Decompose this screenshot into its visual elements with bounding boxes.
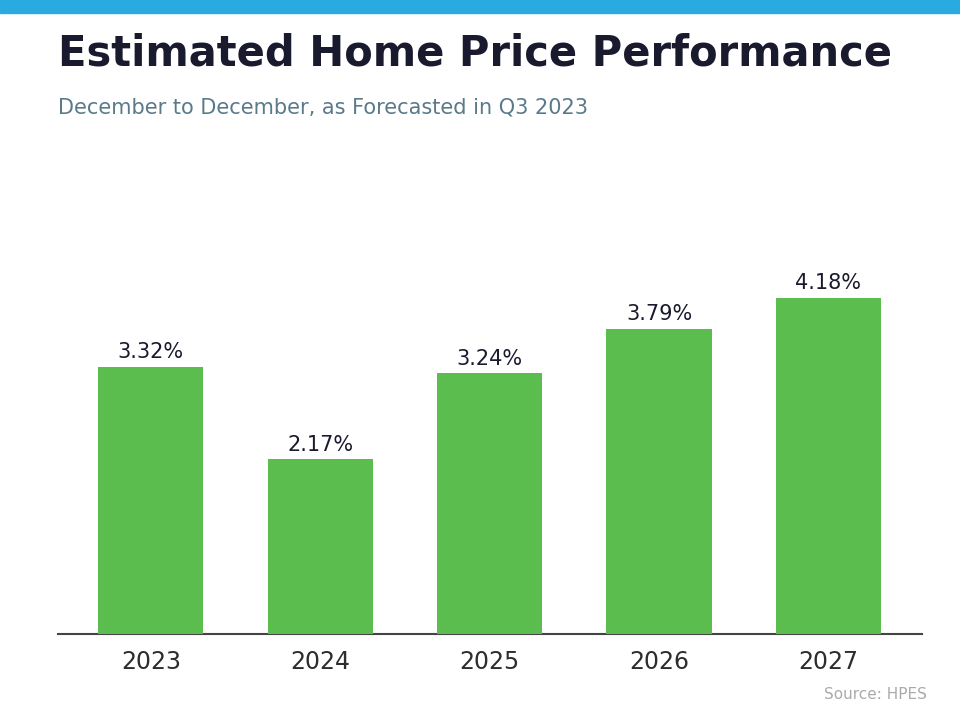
Bar bbox=[98, 367, 204, 634]
Text: 3.79%: 3.79% bbox=[626, 305, 692, 325]
Text: 4.18%: 4.18% bbox=[796, 273, 861, 293]
Bar bbox=[268, 459, 372, 634]
Text: 2.17%: 2.17% bbox=[287, 434, 353, 454]
Text: 3.32%: 3.32% bbox=[118, 342, 183, 362]
Bar bbox=[607, 329, 711, 634]
Bar bbox=[776, 298, 881, 634]
Text: Estimated Home Price Performance: Estimated Home Price Performance bbox=[58, 32, 892, 74]
Bar bbox=[437, 374, 542, 634]
Text: December to December, as Forecasted in Q3 2023: December to December, as Forecasted in Q… bbox=[58, 97, 588, 117]
Text: Source: HPES: Source: HPES bbox=[824, 687, 926, 702]
Text: 3.24%: 3.24% bbox=[457, 348, 522, 369]
